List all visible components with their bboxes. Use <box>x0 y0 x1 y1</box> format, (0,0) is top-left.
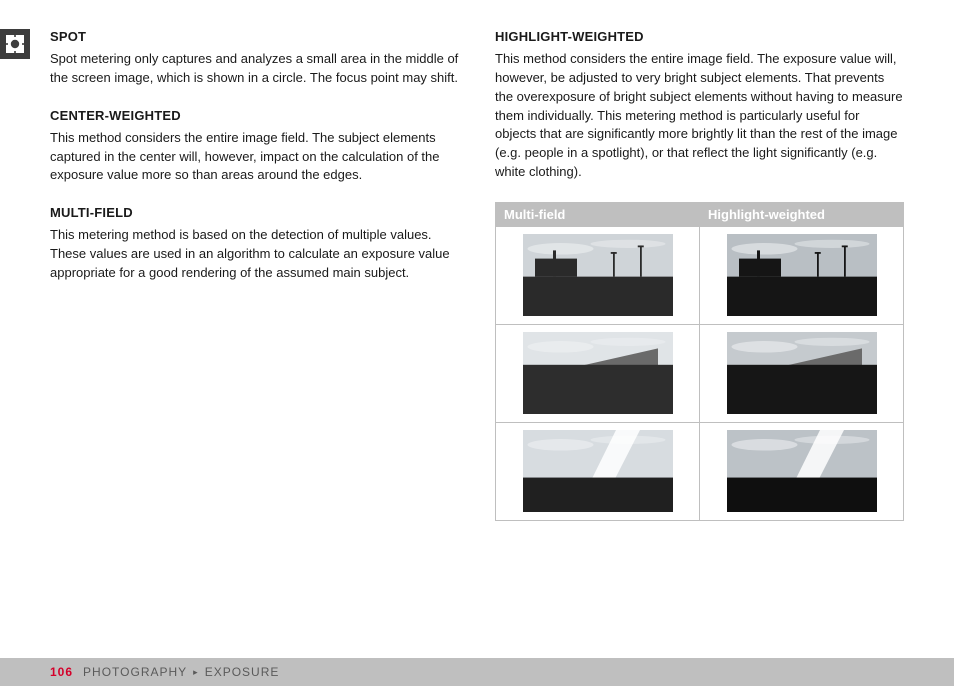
table-row <box>496 324 904 422</box>
section-highlight-weighted: HIGHLIGHT-WEIGHTED This method considers… <box>495 29 904 182</box>
spot-metering-icon <box>0 29 30 59</box>
content-columns: SPOT Spot metering only captures and ana… <box>50 29 904 636</box>
body-center-weighted: This method considers the entire image f… <box>50 129 459 186</box>
body-spot: Spot metering only captures and analyzes… <box>50 50 459 88</box>
section-spot: SPOT Spot metering only captures and ana… <box>50 29 459 88</box>
heading-highlight-weighted: HIGHLIGHT-WEIGHTED <box>495 29 904 44</box>
breadcrumb-separator-icon: ▸ <box>193 667 199 678</box>
table-header-multi-field: Multi-field <box>496 202 700 226</box>
sample-photo-thumbnail <box>727 332 877 414</box>
heading-center-weighted: CENTER-WEIGHTED <box>50 108 459 123</box>
right-column: HIGHLIGHT-WEIGHTED This method considers… <box>495 29 904 636</box>
manual-page: SPOT Spot metering only captures and ana… <box>0 0 954 686</box>
left-column: SPOT Spot metering only captures and ana… <box>50 29 459 636</box>
sample-photo-thumbnail <box>523 234 673 316</box>
heading-spot: SPOT <box>50 29 459 44</box>
sample-photo-thumbnail <box>523 332 673 414</box>
table-cell <box>496 324 700 422</box>
sample-photo-thumbnail <box>727 430 877 512</box>
sample-photo-thumbnail <box>523 430 673 512</box>
table-header-row: Multi-field Highlight-weighted <box>496 202 904 226</box>
table-cell <box>496 422 700 520</box>
breadcrumb-level-2: EXPOSURE <box>205 665 280 679</box>
body-highlight-weighted: This method considers the entire image f… <box>495 50 904 182</box>
heading-multi-field: MULTI-FIELD <box>50 205 459 220</box>
table-row <box>496 226 904 324</box>
page-number: 106 <box>50 665 73 679</box>
table-cell <box>700 324 904 422</box>
table-cell <box>700 226 904 324</box>
breadcrumb-level-1: PHOTOGRAPHY <box>83 665 187 679</box>
table-cell <box>700 422 904 520</box>
section-center-weighted: CENTER-WEIGHTED This method considers th… <box>50 108 459 186</box>
body-multi-field: This metering method is based on the det… <box>50 226 459 283</box>
table-cell <box>496 226 700 324</box>
page-footer: 106 PHOTOGRAPHY ▸ EXPOSURE <box>0 658 954 686</box>
section-multi-field: MULTI-FIELD This metering method is base… <box>50 205 459 283</box>
comparison-table: Multi-field Highlight-weighted <box>495 202 904 521</box>
sample-photo-thumbnail <box>727 234 877 316</box>
table-row <box>496 422 904 520</box>
table-header-highlight-weighted: Highlight-weighted <box>700 202 904 226</box>
